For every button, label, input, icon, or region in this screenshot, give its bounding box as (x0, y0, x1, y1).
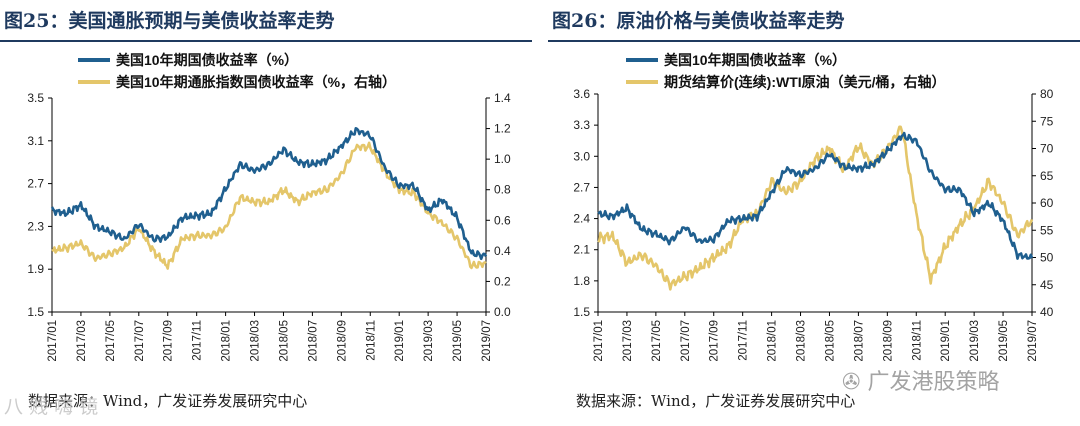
left-title-rule (0, 40, 532, 42)
y-right-tick-label: 0.2 (494, 274, 511, 288)
y-right-tick-label: 80 (1040, 87, 1054, 101)
x-tick-label: 2017/09 (163, 320, 175, 362)
y-right-tick-label: 45 (1040, 278, 1054, 292)
x-tick-label: 2017/11 (738, 320, 750, 361)
x-tick-label: 2017/01 (593, 320, 605, 362)
right-title-rule (548, 40, 1080, 42)
left-source-note: 数据来源：Wind，广发证券发展研究中心 (28, 392, 308, 410)
y-right-tick-label: 75 (1040, 114, 1054, 128)
y-right-tick-label: 55 (1040, 223, 1054, 237)
left-chart-title: 图25：美国通胀预期与美债收益率走势 (4, 10, 335, 32)
y-right-tick-label: 0.4 (494, 244, 511, 258)
y-left-tick-label: 1.5 (27, 305, 44, 319)
y-right-tick-label: 1.2 (494, 122, 511, 136)
y-left-tick-label: 1.5 (573, 305, 590, 319)
y-left-tick-label: 3.6 (573, 87, 590, 101)
secondary-series-line (51, 141, 487, 270)
y-right-tick-label: 0.0 (494, 305, 511, 319)
y-left-tick-label: 2.3 (27, 219, 44, 233)
y-right-tick-label: 1.4 (494, 91, 511, 105)
x-tick-label: 2018/07 (853, 320, 865, 362)
y-left-tick-label: 3.0 (573, 149, 590, 163)
x-tick-label: 2019/03 (969, 320, 981, 362)
right-chart-panel: 图26：原油价格与美债收益率走势 1.5 1.8 2.1 2.4 2.7 3.0 3.3 3.… (548, 0, 1080, 426)
secondary-series-line (597, 125, 1034, 291)
right-chart-svg: 1.5 1.8 2.1 2.4 2.7 3.0 3.3 3.6 40 45 50 55 60 65 70 75… (573, 52, 1054, 362)
x-tick-label: 2019/01 (940, 320, 952, 362)
x-tick-label: 2019/01 (394, 320, 406, 362)
y-left-tick-label: 2.1 (573, 243, 590, 257)
y-left-tick-label: 3.3 (573, 118, 590, 132)
x-tick-label: 2018/11 (365, 320, 377, 361)
x-tick-label: 2017/07 (680, 320, 692, 362)
y-right-tick-label: 1.0 (494, 152, 511, 166)
y-right-tick-label: 70 (1040, 142, 1054, 156)
legend-label: 美国10年期国债收益率（%） (116, 52, 298, 68)
x-tick-label: 2019/03 (423, 320, 435, 362)
y-left-tick-label: 3.5 (27, 91, 44, 105)
wechat-icon: ✇ (842, 370, 861, 395)
right-chart-title: 图26：原油价格与美债收益率走势 (552, 10, 845, 32)
x-tick-label: 2018/09 (882, 320, 894, 362)
y-right-tick-label: 0.6 (494, 213, 511, 227)
x-tick-label: 2017/09 (709, 320, 721, 362)
left-chart-svg: 1.5 1.9 2.3 2.7 3.1 3.5 0.0 0.2 0.4 0.6 0.8 1.0 1.2 1… (27, 52, 511, 362)
y-right-tick-label: 40 (1040, 305, 1054, 319)
x-tick-label: 2018/05 (824, 320, 836, 362)
y-right-tick-label: 65 (1040, 169, 1054, 183)
x-tick-label: 2019/07 (1027, 320, 1039, 362)
x-tick-label: 2017/05 (105, 320, 117, 362)
x-tick-label: 2017/11 (192, 320, 204, 361)
y-right-tick-label: 0.8 (494, 183, 511, 197)
y-left-tick-label: 2.7 (27, 177, 44, 191)
x-tick-label: 2018/01 (221, 320, 233, 362)
treasury-yield-line (597, 131, 1034, 260)
left-chart-panel: 图25：美国通胀预期与美债收益率走势 1.5 1.9 2.3 2.7 3.1 3.5 0.0… (0, 0, 532, 426)
x-tick-label: 2019/05 (452, 320, 464, 362)
legend-label: 美国10年期国债收益率（%） (664, 52, 846, 68)
x-tick-label: 2018/09 (336, 320, 348, 362)
x-tick-label: 2019/07 (481, 320, 493, 362)
y-left-tick-label: 2.7 (573, 180, 590, 194)
x-tick-label: 2018/03 (796, 320, 808, 362)
y-right-tick-label: 60 (1040, 196, 1054, 210)
y-left-tick-label: 1.8 (573, 274, 590, 288)
x-tick-label: 2018/01 (767, 320, 779, 362)
x-tick-label: 2017/03 (622, 320, 634, 362)
y-right-tick-label: 50 (1040, 251, 1054, 265)
legend-label: 期货结算价(连续):WTI原油（美元/桶，右轴） (664, 74, 946, 90)
watermark-right: ✇ 广发港股策略 (842, 364, 999, 396)
y-left-tick-label: 1.9 (27, 262, 44, 276)
x-tick-label: 2017/01 (47, 320, 59, 362)
x-tick-label: 2018/11 (911, 320, 923, 361)
watermark-left: 八 贱 嗨 镜 (4, 396, 99, 418)
watermark-right-text: 广发港股策略 (867, 370, 1000, 395)
x-tick-label: 2018/07 (307, 320, 319, 362)
treasury-yield-line (50, 127, 488, 261)
x-tick-label: 2018/03 (250, 320, 262, 362)
x-tick-label: 2017/05 (651, 320, 663, 362)
y-left-tick-label: 3.1 (27, 134, 44, 148)
x-tick-label: 2017/07 (134, 320, 146, 362)
y-left-tick-label: 2.4 (573, 212, 590, 226)
legend-label: 美国10年期通胀指数国债收益率（%，右轴） (116, 74, 396, 90)
right-source-note: 数据来源：Wind，广发证券发展研究中心 (576, 392, 856, 410)
x-tick-label: 2017/03 (76, 320, 88, 362)
x-tick-label: 2019/05 (998, 320, 1010, 362)
x-tick-label: 2018/05 (278, 320, 290, 362)
